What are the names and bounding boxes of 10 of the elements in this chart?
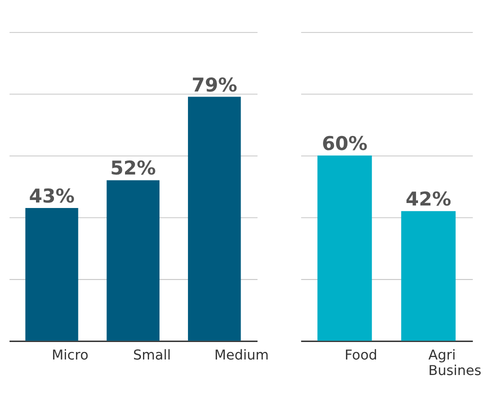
x-tick-label: Medium bbox=[214, 347, 269, 364]
data-label: 42% bbox=[406, 188, 452, 211]
data-label: 60% bbox=[322, 133, 368, 156]
x-tick-label: Agri Busines bbox=[428, 347, 482, 379]
x-tick-label: Micro bbox=[52, 347, 88, 364]
x-tick-label: Small bbox=[133, 347, 171, 364]
data-label: 52% bbox=[110, 158, 156, 180]
data-label: 43% bbox=[28, 186, 75, 208]
data-label: 79% bbox=[192, 74, 238, 96]
x-tick-label: Food bbox=[344, 347, 378, 364]
